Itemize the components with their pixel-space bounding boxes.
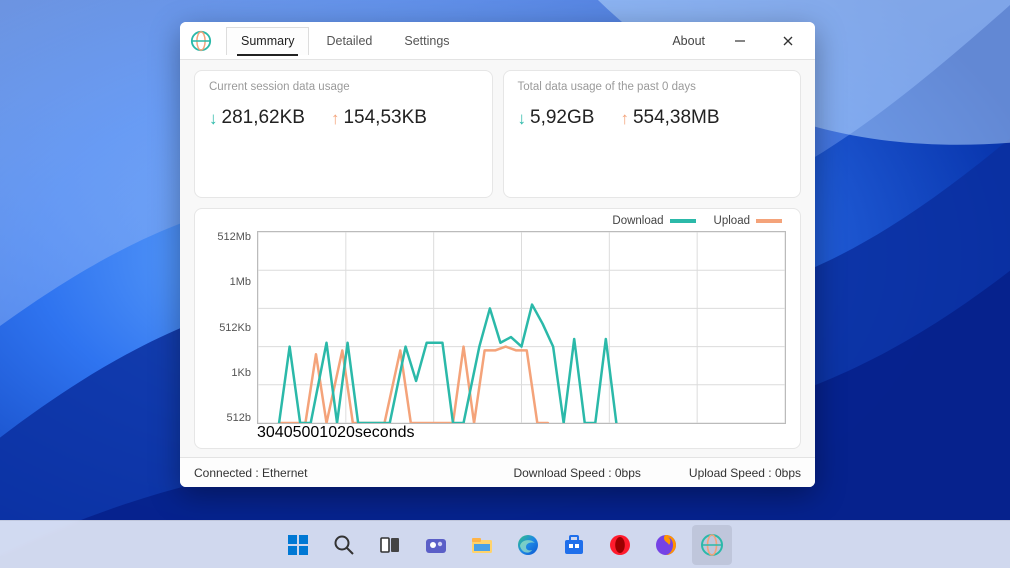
download-arrow-icon: ↓ (209, 110, 218, 127)
netmon-icon[interactable] (692, 525, 732, 565)
y-tick-label: 512Kb (219, 322, 251, 334)
x-tick-label: 50 (293, 424, 311, 441)
legend-download-swatch (670, 219, 696, 223)
search-icon[interactable] (324, 525, 364, 565)
x-tick-label: 20 (337, 424, 355, 441)
status-download-speed: Download Speed : 0bps (513, 466, 640, 480)
legend-upload-label: Upload (714, 215, 750, 227)
titlebar: Summary Detailed Settings About (180, 22, 815, 60)
y-tick-label: 1Mb (230, 276, 251, 288)
total-card-title: Total data usage of the past 0 days (518, 81, 787, 93)
network-monitor-window: Summary Detailed Settings About Current … (180, 22, 815, 487)
x-tick-label: seconds (355, 424, 415, 441)
about-button[interactable]: About (664, 30, 713, 52)
session-upload: ↑ 154,53KB (331, 107, 427, 129)
start-icon[interactable] (278, 525, 318, 565)
upload-arrow-icon: ↑ (331, 110, 340, 127)
x-tick-label: 0 (310, 424, 319, 441)
session-card-title: Current session data usage (209, 81, 478, 93)
opera-icon[interactable] (600, 525, 640, 565)
chart-card: Download Upload 512Mb 1Mb 512Kb 1Kb 512b (194, 208, 801, 449)
total-download-value: 5,92GB (530, 107, 594, 129)
tab-summary[interactable]: Summary (226, 27, 309, 55)
tabs: Summary Detailed Settings (226, 27, 465, 55)
legend-upload: Upload (714, 215, 782, 227)
close-button[interactable] (767, 26, 809, 56)
status-upload-speed: Upload Speed : 0bps (689, 466, 801, 480)
x-tick-label: 30 (257, 424, 275, 441)
download-arrow-icon: ↓ (518, 110, 527, 127)
status-connection: Connected : Ethernet (194, 466, 307, 480)
session-download-value: 281,62KB (222, 107, 305, 129)
total-card: Total data usage of the past 0 days ↓ 5,… (503, 70, 802, 198)
taskbar (0, 520, 1010, 568)
chart-legend: Download Upload (209, 213, 786, 231)
statusbar: Connected : Ethernet Download Speed : 0b… (180, 457, 815, 487)
session-upload-value: 154,53KB (343, 107, 426, 129)
total-download: ↓ 5,92GB (518, 107, 595, 129)
x-tick-label: 40 (275, 424, 293, 441)
y-tick-label: 512b (227, 412, 251, 424)
chart-y-axis: 512Mb 1Mb 512Kb 1Kb 512b (209, 231, 257, 440)
legend-download: Download (612, 215, 695, 227)
session-download: ↓ 281,62KB (209, 107, 305, 129)
total-upload: ↑ 554,38MB (620, 107, 719, 129)
edge-icon[interactable] (508, 525, 548, 565)
teams-icon[interactable] (416, 525, 456, 565)
chart-x-axis: 30405001020seconds (257, 424, 786, 440)
chart-plot (257, 231, 786, 424)
legend-download-label: Download (612, 215, 663, 227)
upload-arrow-icon: ↑ (620, 110, 629, 127)
session-card: Current session data usage ↓ 281,62KB ↑ … (194, 70, 493, 198)
taskview-icon[interactable] (370, 525, 410, 565)
tab-settings[interactable]: Settings (389, 27, 464, 55)
app-logo-icon (190, 30, 212, 52)
x-tick-label: 10 (319, 424, 337, 441)
store-icon[interactable] (554, 525, 594, 565)
y-tick-label: 512Mb (217, 231, 251, 243)
legend-upload-swatch (756, 219, 782, 223)
total-upload-value: 554,38MB (633, 107, 720, 129)
explorer-icon[interactable] (462, 525, 502, 565)
tab-detailed[interactable]: Detailed (311, 27, 387, 55)
minimize-button[interactable] (719, 26, 761, 56)
y-tick-label: 1Kb (231, 367, 251, 379)
stats-cards: Current session data usage ↓ 281,62KB ↑ … (194, 70, 801, 198)
firefox-icon[interactable] (646, 525, 686, 565)
content: Current session data usage ↓ 281,62KB ↑ … (180, 60, 815, 457)
